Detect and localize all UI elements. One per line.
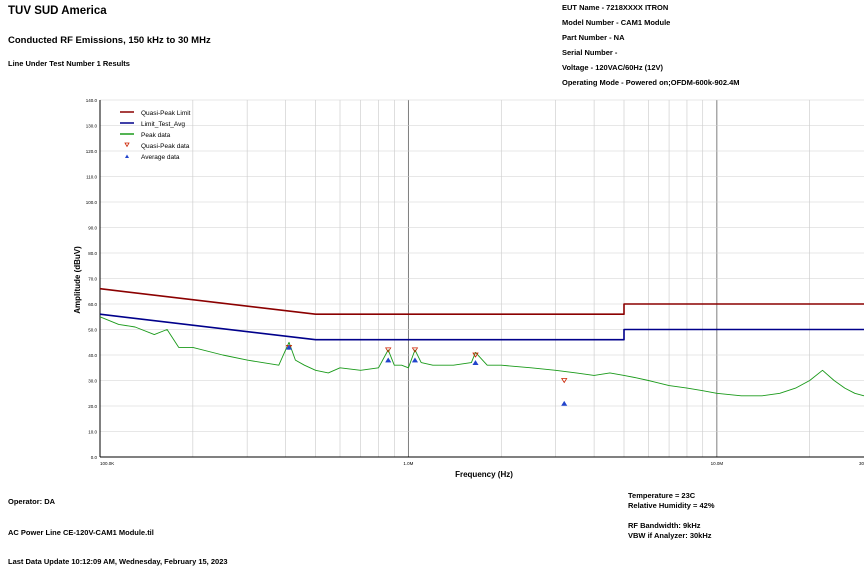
- line-under-test: Line Under Test Number 1 Results: [8, 59, 130, 68]
- x-tick-label: 1.0M: [403, 461, 413, 466]
- eut-name: EUT Name - 7218XXXX ITRON: [562, 3, 669, 12]
- y-tick-label: 10.0: [88, 430, 97, 435]
- legend-label: Quasi-Peak Limit: [141, 110, 191, 117]
- chart-ticks: 0.0 10.0 20.0 30.0 40.0 50.0 60.0 70.0 80.0 90.0 1…: [86, 98, 865, 466]
- company-name: TUV SUD America: [8, 5, 107, 17]
- x-tick-label: 10.0M: [711, 461, 724, 466]
- y-tick-label: 60.0: [88, 302, 97, 307]
- average-marker: [285, 344, 293, 350]
- model-number: Model Number - CAM1 Module: [562, 18, 671, 27]
- quasi-peak-marker: [411, 347, 419, 353]
- y-tick-label: 30.0: [88, 379, 97, 384]
- relative-humidity: Relative Humidity = 42%: [628, 501, 715, 510]
- qp-limit-line: [99, 287, 864, 316]
- file-name: AC Power Line CE-120V-CAM1 Module.til: [8, 528, 154, 537]
- y-tick-label: 0.0: [91, 455, 98, 460]
- vbw-analyzer: VBW if Analyzer: 30kHz: [628, 531, 712, 540]
- part-number: Part Number - NA: [562, 33, 625, 42]
- average-marker: [411, 357, 418, 363]
- x-axis-label: Frequency (Hz): [455, 470, 513, 479]
- serial-number: Serial Number -: [562, 48, 618, 57]
- x-tick-label: 30: [859, 461, 865, 466]
- y-tick-label: 100.0: [86, 200, 98, 205]
- y-tick-label: 110.0: [86, 175, 97, 180]
- chart-markers: [285, 344, 568, 406]
- legend-label: Limit_Test_Avg: [141, 121, 185, 128]
- y-tick-label: 40.0: [88, 353, 97, 358]
- chart-legend: Quasi-Peak Limit Limit_Test_Avg Peak data Q…: [120, 110, 191, 161]
- y-tick-label: 130.0: [86, 124, 98, 129]
- y-tick-label: 20.0: [88, 404, 97, 409]
- average-marker: [385, 357, 392, 363]
- temperature: Temperature = 23C: [628, 491, 696, 500]
- quasi-peak-marker: [472, 352, 479, 358]
- y-axis-label: Amplitude (dBuV): [73, 246, 82, 314]
- quasi-peak-marker: [384, 347, 392, 353]
- operating-mode: Operating Mode - Powered on;OFDM-600k-90…: [562, 78, 740, 87]
- y-tick-label: 120.0: [86, 149, 98, 154]
- y-tick-label: 80.0: [88, 251, 97, 256]
- operator: Operator: DA: [8, 497, 56, 506]
- legend-swatch: [124, 142, 130, 148]
- legend-label: Quasi-Peak data: [141, 143, 190, 150]
- chart-series: [99, 287, 865, 397]
- peak-data-line: [99, 316, 865, 397]
- average-marker: [561, 400, 568, 406]
- y-tick-label: 50.0: [88, 328, 97, 333]
- y-tick-label: 70.0: [88, 277, 97, 282]
- chart-grid: [99, 99, 864, 458]
- quasi-peak-marker: [561, 378, 568, 384]
- avg-limit-line: [99, 313, 864, 341]
- average-marker: [472, 360, 479, 365]
- x-tick-label: 100.0K: [100, 461, 114, 466]
- rf-bandwidth: RF Bandwidth: 9kHz: [628, 521, 701, 530]
- last-update: Last Data Update 10:12:09 AM, Wednesday,…: [8, 557, 228, 566]
- legend-label: Average data: [141, 154, 180, 161]
- voltage: Voltage - 120VAC/60Hz (12V): [562, 63, 664, 72]
- y-tick-label: 140.0: [86, 98, 98, 103]
- legend-label: Peak data: [141, 132, 171, 139]
- legend-swatch: [125, 154, 129, 158]
- test-title: Conducted RF Emissions, 150 kHz to 30 MH…: [8, 35, 211, 46]
- y-tick-label: 90.0: [88, 226, 97, 231]
